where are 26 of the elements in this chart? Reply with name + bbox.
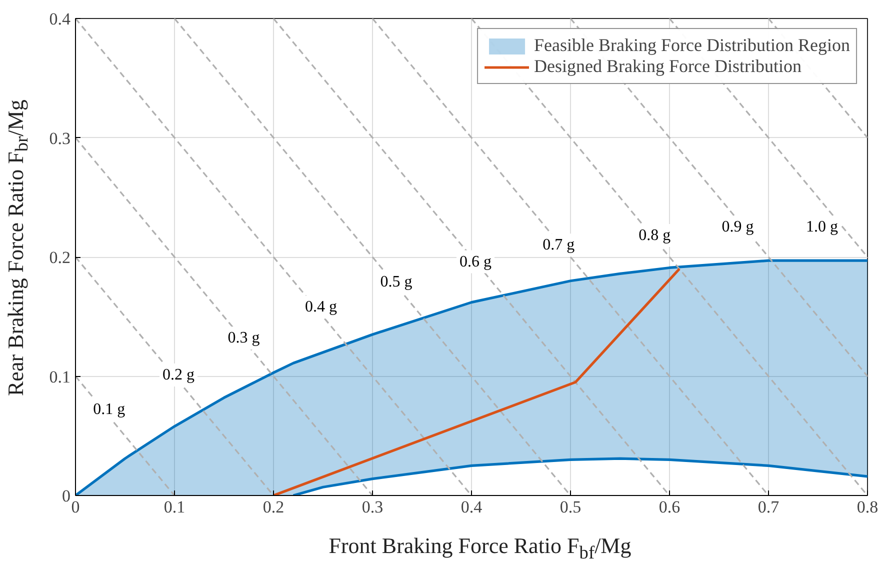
x-tick-label: 0.3 xyxy=(362,498,384,516)
x-tick-label: 0.5 xyxy=(560,498,582,516)
annotation: 0.1 g xyxy=(93,401,126,418)
y-tick-label: 0.4 xyxy=(49,10,71,28)
x-tick-label: 0.4 xyxy=(460,498,483,516)
legend-label: Feasible Braking Force Distribution Region xyxy=(534,35,850,56)
x-tick-label: 0.2 xyxy=(262,498,284,516)
annotation: 0.5 g xyxy=(380,274,412,291)
x-tick-label: 0.7 xyxy=(758,498,780,516)
line-series xyxy=(292,457,868,496)
y-tick-label: 0.3 xyxy=(49,128,70,148)
annotation: 0.9 g xyxy=(722,218,754,236)
annotation: 1.0 g xyxy=(806,218,838,236)
annotation: 0.4 g xyxy=(305,298,338,316)
annotation: 0.6 g xyxy=(459,253,492,270)
legend-label: Designed Braking Force Distribution xyxy=(534,56,802,77)
x-tick-label: 0.6 xyxy=(658,498,680,516)
x-axis-title: Front Braking Force Ratio F$_{bf}$/Mg xyxy=(328,532,632,564)
x-tick-label: 0.1 xyxy=(164,498,186,516)
y-tick-label: 0.1 xyxy=(49,367,70,386)
annotation: 0.8 g xyxy=(638,227,671,244)
annotation: 0.2 g xyxy=(162,366,194,384)
y-tick-label: 0.2 xyxy=(49,248,70,267)
x-tick-label: 0.8 xyxy=(856,498,878,516)
annotation: 0.7 g xyxy=(542,236,575,254)
annotation: 0.3 g xyxy=(228,330,260,347)
